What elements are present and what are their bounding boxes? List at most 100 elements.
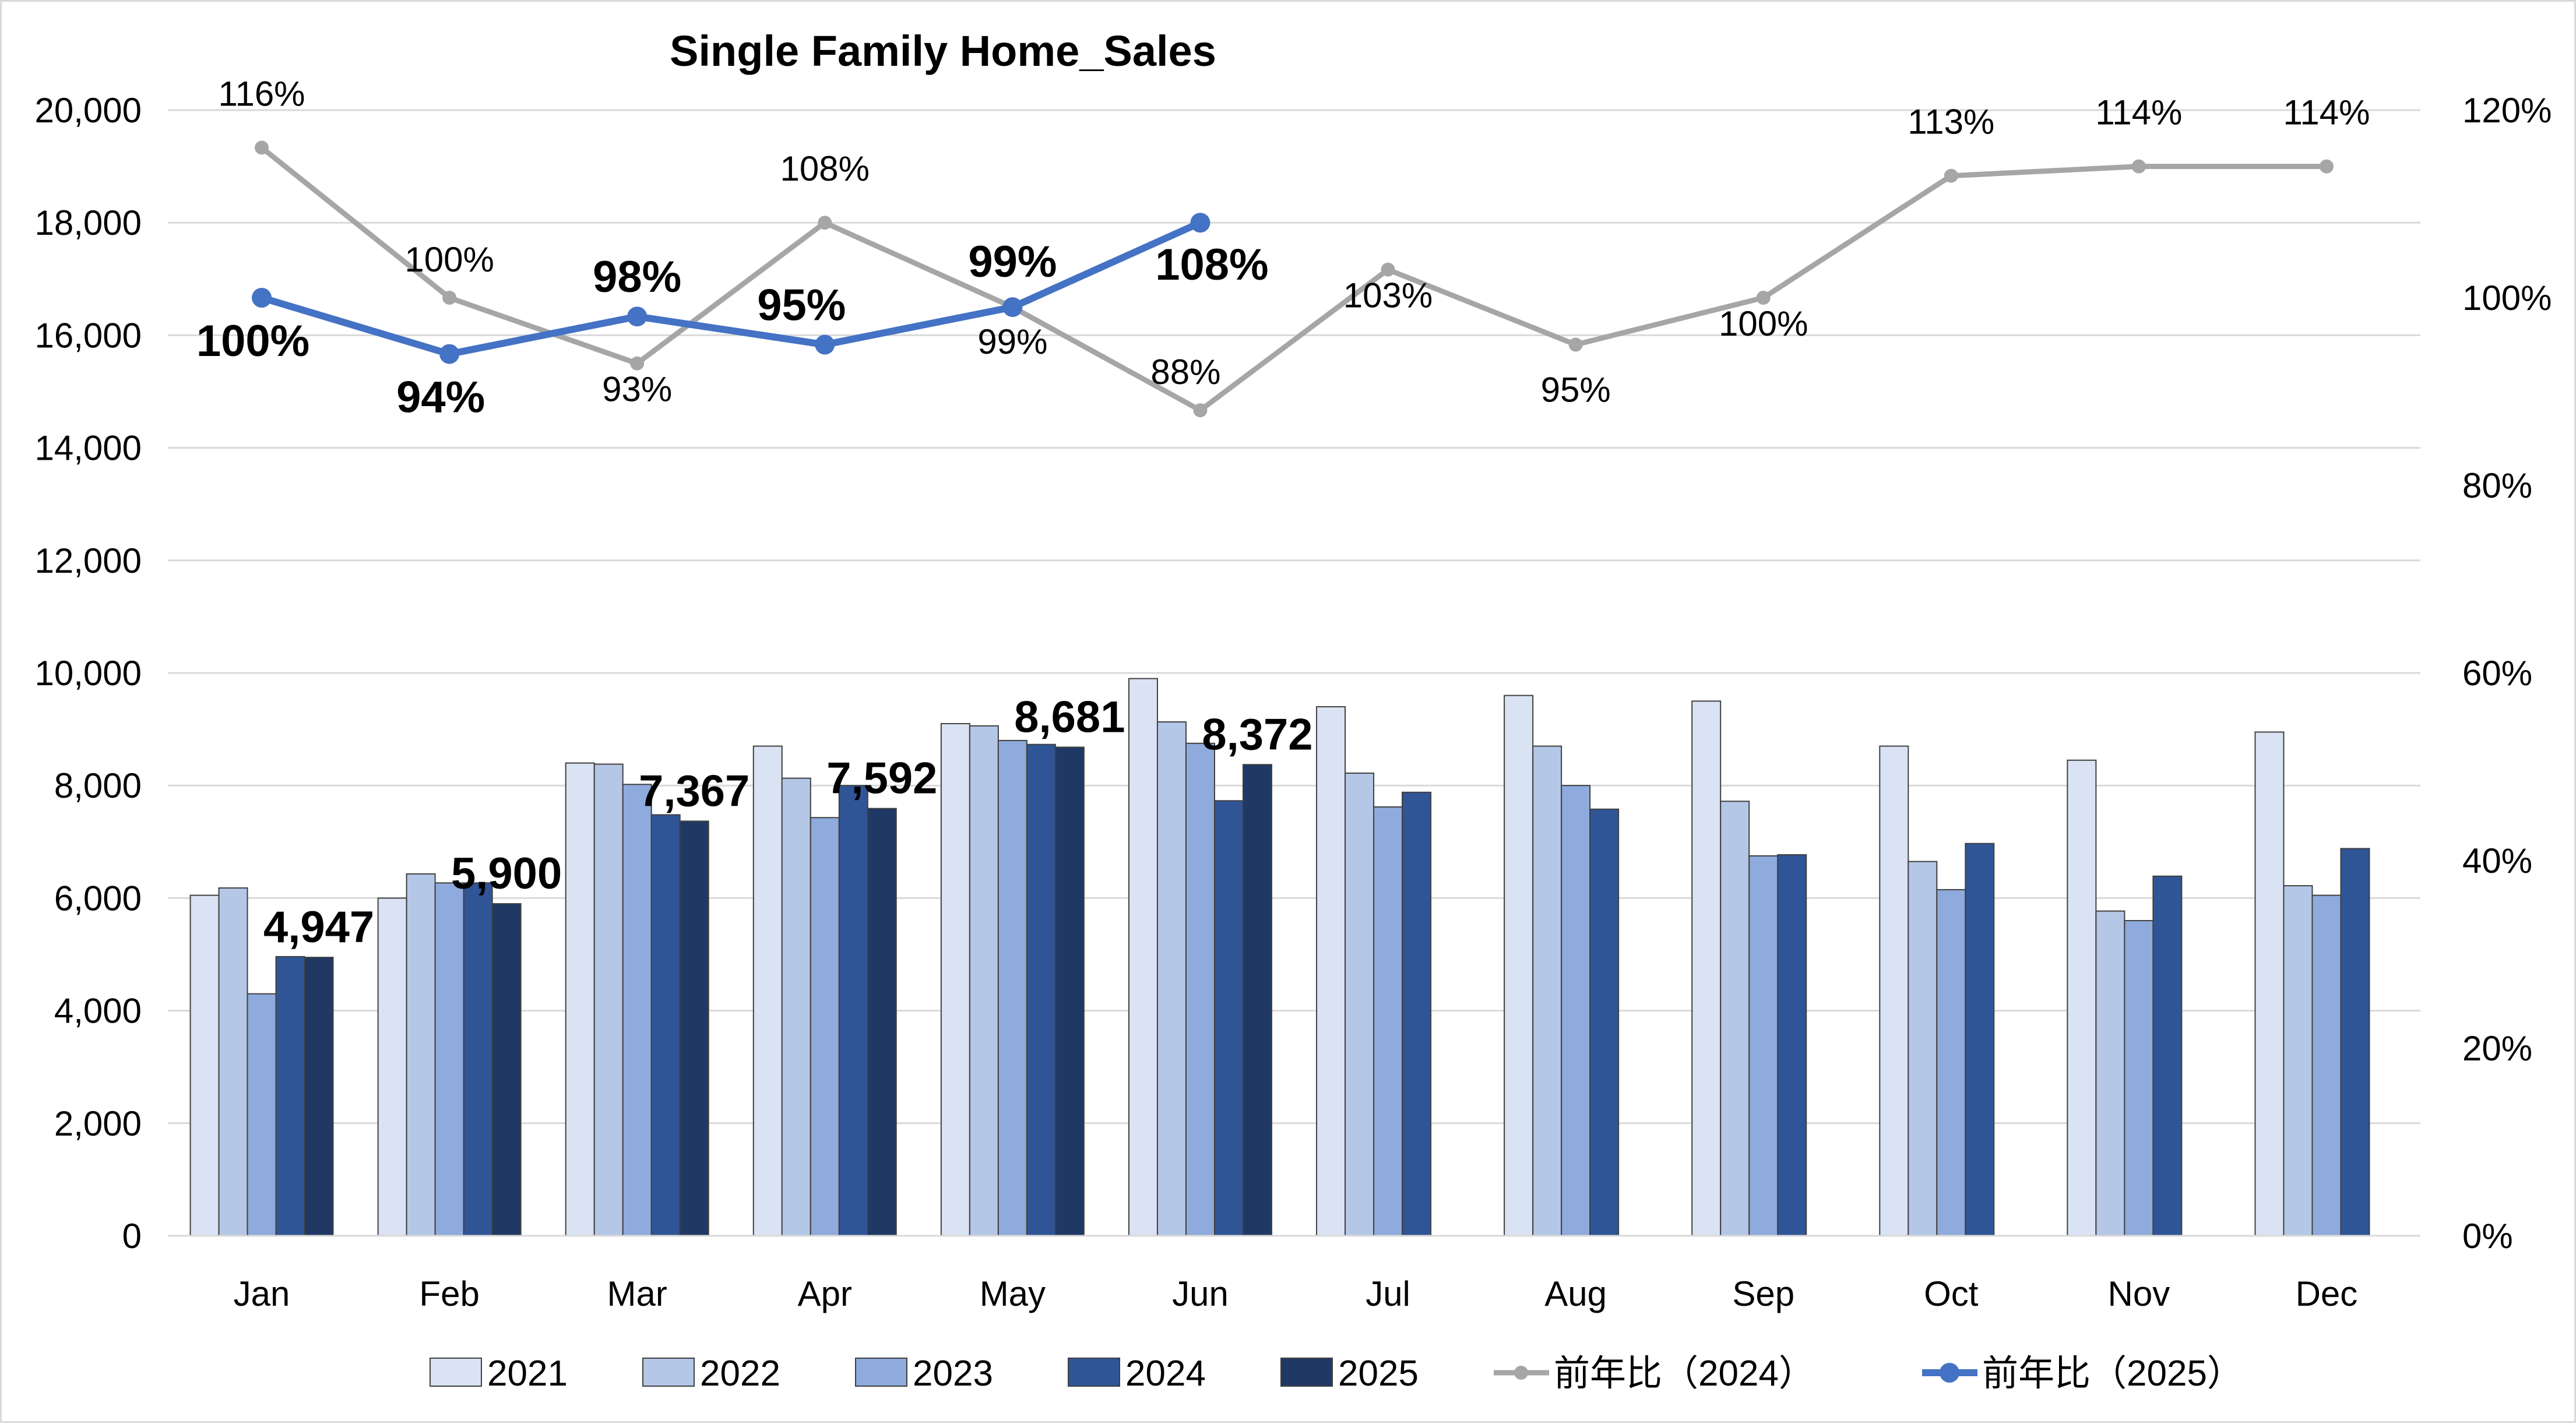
- bar-2021-oct: [1879, 745, 1909, 1236]
- bar-2024-may: [1026, 743, 1056, 1236]
- bar-2021-jun: [1128, 678, 1158, 1237]
- line-data-label: 108%: [780, 149, 870, 188]
- x-tick-label: Mar: [607, 1274, 667, 1313]
- bar-2022-apr: [781, 777, 811, 1236]
- bar-2025-feb: [491, 903, 522, 1237]
- left-tick-label: 12,000: [34, 541, 142, 580]
- bar-2022-dec: [2283, 885, 2313, 1236]
- line-point: [1568, 337, 1583, 352]
- line-data-label: 99%: [968, 237, 1057, 287]
- line-data-label: 93%: [602, 370, 672, 409]
- line-data-label: 98%: [593, 252, 681, 302]
- legend-label: 前年比（2025）: [1982, 1353, 2243, 1394]
- bar-2021-apr: [752, 745, 783, 1236]
- bar-2024-dec: [2340, 848, 2370, 1236]
- right-tick-label: 100%: [2462, 279, 2552, 318]
- right-tick-label: 0%: [2462, 1217, 2513, 1256]
- legend-swatch: [642, 1358, 695, 1387]
- x-tick-label: Jul: [1366, 1274, 1410, 1313]
- line-point: [1193, 403, 1208, 418]
- line-point: [1002, 297, 1023, 318]
- legend-label: 2024: [1125, 1353, 1206, 1394]
- legend-swatch: [1280, 1358, 1333, 1387]
- line-data-label: 95%: [1541, 371, 1611, 410]
- x-tick-label: Oct: [1924, 1274, 1979, 1313]
- left-tick-label: 0: [122, 1217, 142, 1256]
- left-tick-label: 4,000: [54, 992, 142, 1031]
- gridlines: [168, 109, 2420, 1237]
- bar-data-label: 4,947: [263, 903, 374, 952]
- line-data-label: 88%: [1150, 353, 1220, 392]
- left-tick-label: 20,000: [34, 91, 142, 130]
- right-tick-label: 80%: [2462, 466, 2532, 505]
- legend-label: 2021: [487, 1353, 568, 1394]
- line-point: [1190, 213, 1210, 233]
- legend-swatch: [430, 1358, 482, 1387]
- bar-data-label: 7,367: [639, 766, 749, 816]
- line-point: [1756, 291, 1771, 305]
- bar-2023-mar: [622, 784, 652, 1236]
- left-axis: 0 2,000 4,000 6,000 8,000 10,000 12,000 14,000 1…: [34, 91, 142, 1256]
- bar-2023-dec: [2311, 894, 2342, 1236]
- bar-2021-jul: [1316, 706, 1346, 1236]
- line-data-label: 113%: [1908, 103, 1994, 142]
- bar-2024-apr: [838, 785, 868, 1236]
- line-data-label: 100%: [404, 240, 494, 279]
- chart-title: Single Family Home_Sales: [670, 27, 1216, 75]
- line-point: [252, 288, 272, 308]
- line-data-label: 94%: [396, 373, 485, 422]
- bar-2023-may: [997, 739, 1027, 1237]
- line-data-label: 108%: [1155, 240, 1268, 290]
- line-data-label: 100%: [1719, 304, 1808, 343]
- bars: [189, 678, 2370, 1237]
- x-axis: Jan Feb Mar Apr May Jun Jul Aug Sep Oct Nov Dec: [168, 1235, 2420, 1313]
- left-tick-label: 6,000: [54, 879, 142, 918]
- bar-data-label: 8,372: [1202, 710, 1312, 759]
- bar-2022-mar: [593, 763, 624, 1236]
- line-2024: [260, 145, 2327, 413]
- line-point: [1381, 262, 1395, 277]
- left-tick-label: 16,000: [34, 316, 142, 355]
- bar-2025-apr: [867, 808, 897, 1236]
- bar-2022-nov: [2095, 910, 2125, 1237]
- bar-2023-jun: [1185, 742, 1215, 1236]
- bar-2021-sep: [1691, 700, 1722, 1237]
- bar-2021-jan: [189, 894, 220, 1236]
- bar-2022-jul: [1345, 772, 1375, 1236]
- line-data-label: 99%: [977, 322, 1047, 361]
- bar-2023-jan: [247, 993, 277, 1236]
- bar-2025-mar: [679, 820, 709, 1236]
- x-tick-label: Aug: [1544, 1274, 1607, 1313]
- line-data-label: 95%: [757, 281, 846, 330]
- legend-label: 2022: [700, 1353, 780, 1394]
- bar-2023-jul: [1373, 806, 1403, 1236]
- bar-2021-may: [940, 722, 970, 1236]
- line-point: [818, 216, 832, 230]
- bar-2024-oct: [1965, 843, 1995, 1236]
- line-point: [439, 344, 460, 364]
- bar-2021-feb: [377, 897, 407, 1236]
- bar-2024-feb: [463, 882, 493, 1236]
- right-tick-label: 40%: [2462, 841, 2532, 880]
- left-tick-label: 18,000: [34, 203, 142, 242]
- right-axis: 0% 20% 40% 60% 80% 100% 120%: [2462, 91, 2552, 1256]
- bar-2024-jan: [275, 956, 305, 1236]
- legend-swatch: [855, 1358, 907, 1387]
- x-tick-label: Dec: [2296, 1274, 2358, 1313]
- x-tick-label: Apr: [798, 1274, 852, 1313]
- right-tick-label: 20%: [2462, 1029, 2532, 1068]
- bar-data-label: 8,681: [1014, 692, 1125, 742]
- line-data-label: 114%: [2283, 93, 2370, 132]
- left-tick-label: 10,000: [34, 654, 142, 693]
- lines: 116% 100% 93% 108% 99% 88% 103% 95% 100% 113% 114%…: [196, 74, 2370, 422]
- bar-2024-aug: [1589, 808, 1620, 1236]
- bar-2023-aug: [1561, 785, 1591, 1236]
- bar-2024-nov: [2152, 875, 2183, 1236]
- legend-marker: [1940, 1363, 1959, 1383]
- bar-2023-sep: [1748, 855, 1779, 1236]
- legend-label: 2025: [1338, 1353, 1419, 1394]
- bar-data-label: 5,900: [451, 849, 562, 898]
- line-point: [630, 356, 645, 371]
- line-point: [1944, 168, 1958, 183]
